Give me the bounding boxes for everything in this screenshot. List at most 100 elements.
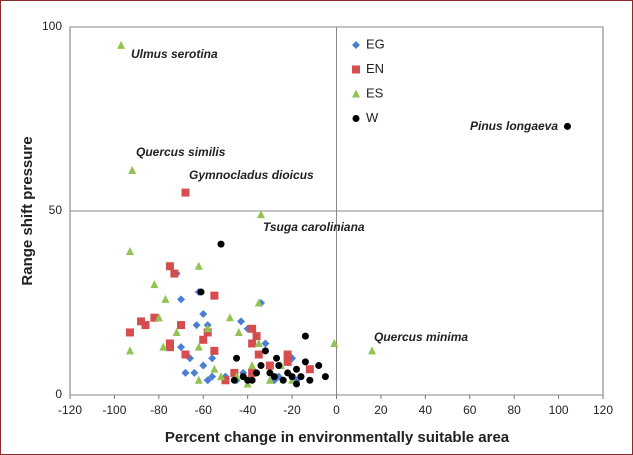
y-tick-label: 50 xyxy=(49,203,63,217)
point xyxy=(261,347,269,355)
annotation: Gymnocladus dioicus xyxy=(189,168,314,182)
point xyxy=(256,210,265,219)
point xyxy=(199,310,208,319)
legend-marker xyxy=(352,115,360,122)
point xyxy=(225,313,234,322)
legend-marker xyxy=(352,65,360,74)
point xyxy=(128,166,137,175)
point xyxy=(181,188,190,197)
legend-marker xyxy=(352,41,360,49)
point xyxy=(301,358,309,366)
x-tick-label: 100 xyxy=(549,403,569,417)
point xyxy=(170,269,179,278)
point xyxy=(177,321,186,330)
point xyxy=(117,40,126,49)
point xyxy=(248,368,257,377)
point xyxy=(194,342,203,351)
point xyxy=(217,240,225,248)
point xyxy=(265,361,274,370)
point xyxy=(181,368,190,377)
point xyxy=(297,373,305,381)
point xyxy=(125,328,134,337)
point xyxy=(203,376,212,385)
point xyxy=(208,354,217,363)
annotation: Pinus longaeva xyxy=(470,119,558,133)
point xyxy=(283,350,292,359)
point xyxy=(159,342,168,351)
point xyxy=(194,261,203,270)
x-tick-label: 60 xyxy=(463,403,477,417)
point xyxy=(293,365,301,373)
x-tick-label: 0 xyxy=(333,403,340,417)
point xyxy=(257,362,265,370)
point xyxy=(254,338,263,347)
legend-label: EN xyxy=(366,61,384,76)
point xyxy=(563,122,571,130)
point xyxy=(192,321,201,330)
point xyxy=(203,328,212,337)
point xyxy=(203,324,212,333)
point xyxy=(368,346,377,355)
x-tick-label: -120 xyxy=(58,403,82,417)
point xyxy=(221,376,230,385)
point xyxy=(237,317,246,326)
point xyxy=(125,346,134,355)
point xyxy=(161,294,170,303)
x-tick-label: -80 xyxy=(150,403,168,417)
y-tick-label: 0 xyxy=(55,387,62,401)
point xyxy=(321,373,329,381)
y-axis-title: Range shift pressure xyxy=(19,136,36,285)
point xyxy=(330,338,339,347)
point xyxy=(208,372,217,381)
point xyxy=(315,362,323,370)
x-tick-label: 80 xyxy=(507,403,521,417)
point xyxy=(197,288,205,296)
x-tick-label: 120 xyxy=(593,403,613,417)
point xyxy=(177,343,186,352)
annotation: Quercus similis xyxy=(136,145,226,159)
point xyxy=(210,291,219,300)
annotation: Quercus minima xyxy=(374,330,468,344)
annotation: Tsuga caroliniana xyxy=(263,220,365,234)
y-tick-label: 100 xyxy=(42,19,62,33)
point xyxy=(230,376,238,384)
x-tick-label: -20 xyxy=(283,403,301,417)
point xyxy=(305,365,314,374)
point xyxy=(165,262,174,271)
point xyxy=(154,313,163,322)
point xyxy=(199,361,208,370)
point xyxy=(261,339,270,348)
point xyxy=(210,364,219,373)
point xyxy=(181,350,190,359)
point xyxy=(177,295,186,304)
point xyxy=(252,332,261,341)
point xyxy=(248,324,257,333)
legend-marker xyxy=(352,89,360,98)
point xyxy=(248,339,257,348)
point xyxy=(190,368,199,377)
x-tick-label: 20 xyxy=(374,403,388,417)
legend-label: EG xyxy=(366,36,385,51)
point xyxy=(248,376,256,384)
point xyxy=(199,335,208,344)
point xyxy=(279,376,287,384)
point xyxy=(137,317,146,326)
point xyxy=(217,372,226,381)
x-tick-label: -40 xyxy=(239,403,257,417)
point xyxy=(141,321,150,330)
point xyxy=(233,354,241,362)
point xyxy=(125,246,134,255)
legend-label: ES xyxy=(366,85,384,100)
point xyxy=(210,346,219,355)
point xyxy=(283,357,292,366)
legend-label: W xyxy=(366,110,379,125)
point xyxy=(273,354,281,362)
point xyxy=(230,368,239,377)
x-tick-label: 40 xyxy=(419,403,433,417)
point xyxy=(293,380,301,388)
point xyxy=(150,313,159,322)
point xyxy=(194,375,203,384)
point xyxy=(253,369,261,377)
